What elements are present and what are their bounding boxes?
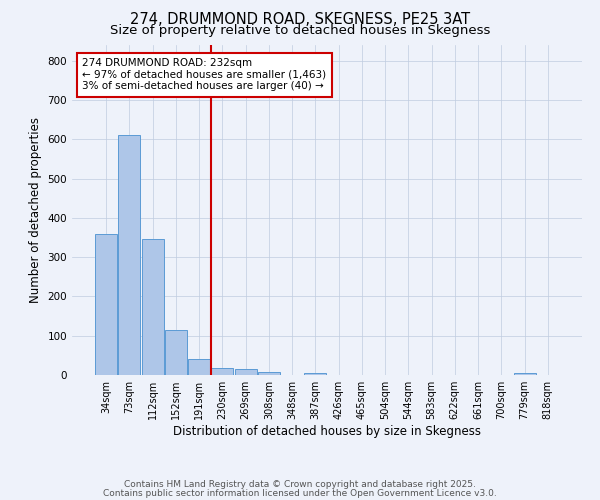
Text: Size of property relative to detached houses in Skegness: Size of property relative to detached ho… <box>110 24 490 37</box>
Bar <box>304 373 326 375</box>
Bar <box>211 368 233 375</box>
X-axis label: Distribution of detached houses by size in Skegness: Distribution of detached houses by size … <box>173 425 481 438</box>
Bar <box>235 369 257 375</box>
Text: Contains public sector information licensed under the Open Government Licence v3: Contains public sector information licen… <box>103 488 497 498</box>
Text: Contains HM Land Registry data © Crown copyright and database right 2025.: Contains HM Land Registry data © Crown c… <box>124 480 476 489</box>
Bar <box>258 372 280 375</box>
Bar <box>188 360 210 375</box>
Bar <box>142 240 164 375</box>
Text: 274 DRUMMOND ROAD: 232sqm
← 97% of detached houses are smaller (1,463)
3% of sem: 274 DRUMMOND ROAD: 232sqm ← 97% of detac… <box>82 58 326 92</box>
Text: 274, DRUMMOND ROAD, SKEGNESS, PE25 3AT: 274, DRUMMOND ROAD, SKEGNESS, PE25 3AT <box>130 12 470 28</box>
Y-axis label: Number of detached properties: Number of detached properties <box>29 117 42 303</box>
Bar <box>118 136 140 375</box>
Bar <box>165 330 187 375</box>
Bar <box>95 234 117 375</box>
Bar <box>514 373 536 375</box>
